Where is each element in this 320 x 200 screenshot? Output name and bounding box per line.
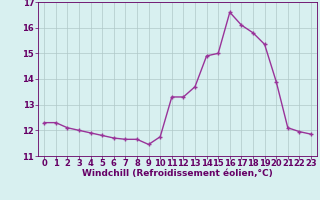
X-axis label: Windchill (Refroidissement éolien,°C): Windchill (Refroidissement éolien,°C) (82, 169, 273, 178)
